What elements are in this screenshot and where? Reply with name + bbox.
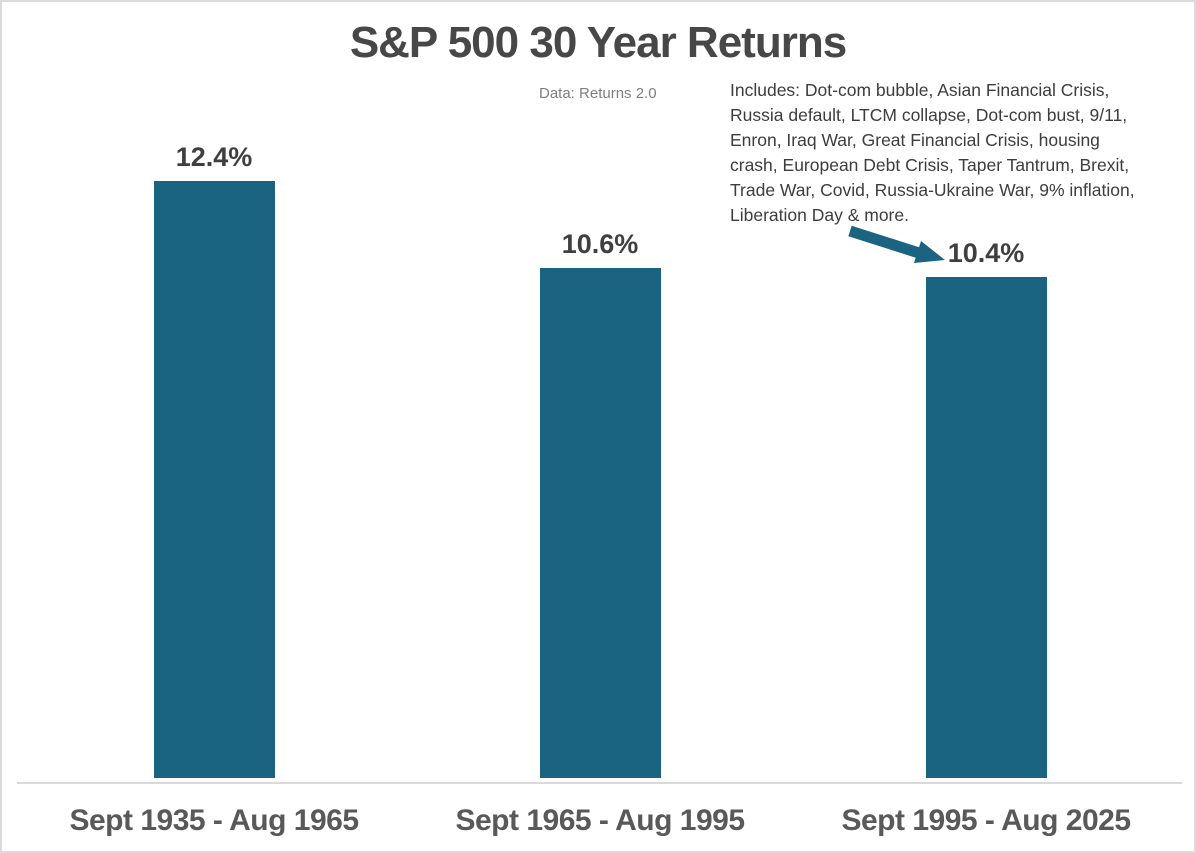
data-source-note: Data: Returns 2.0 [539,85,657,102]
x-axis-label: Sept 1935 - Aug 1965 [69,804,359,837]
annotation-arrow-icon [848,225,945,263]
x-axis-label: Sept 1995 - Aug 2025 [841,804,1131,837]
bar-sept-1965-aug-1995 [540,267,661,778]
bar-value-label: 10.6% [561,228,639,259]
annotation-text: Includes: Dot-com bubble, Asian Financia… [730,80,1135,225]
chart-title: S&P 500 30 Year Returns [349,18,847,67]
bar-value-label: 12.4% [175,141,253,172]
bar-value-label: 10.4% [947,238,1025,269]
x-axis-line [17,782,1182,784]
bar-sept-1935-aug-1965 [154,180,275,778]
bar-sept-1995-aug-2025 [926,277,1047,778]
x-axis-label: Sept 1965 - Aug 1995 [455,804,745,837]
